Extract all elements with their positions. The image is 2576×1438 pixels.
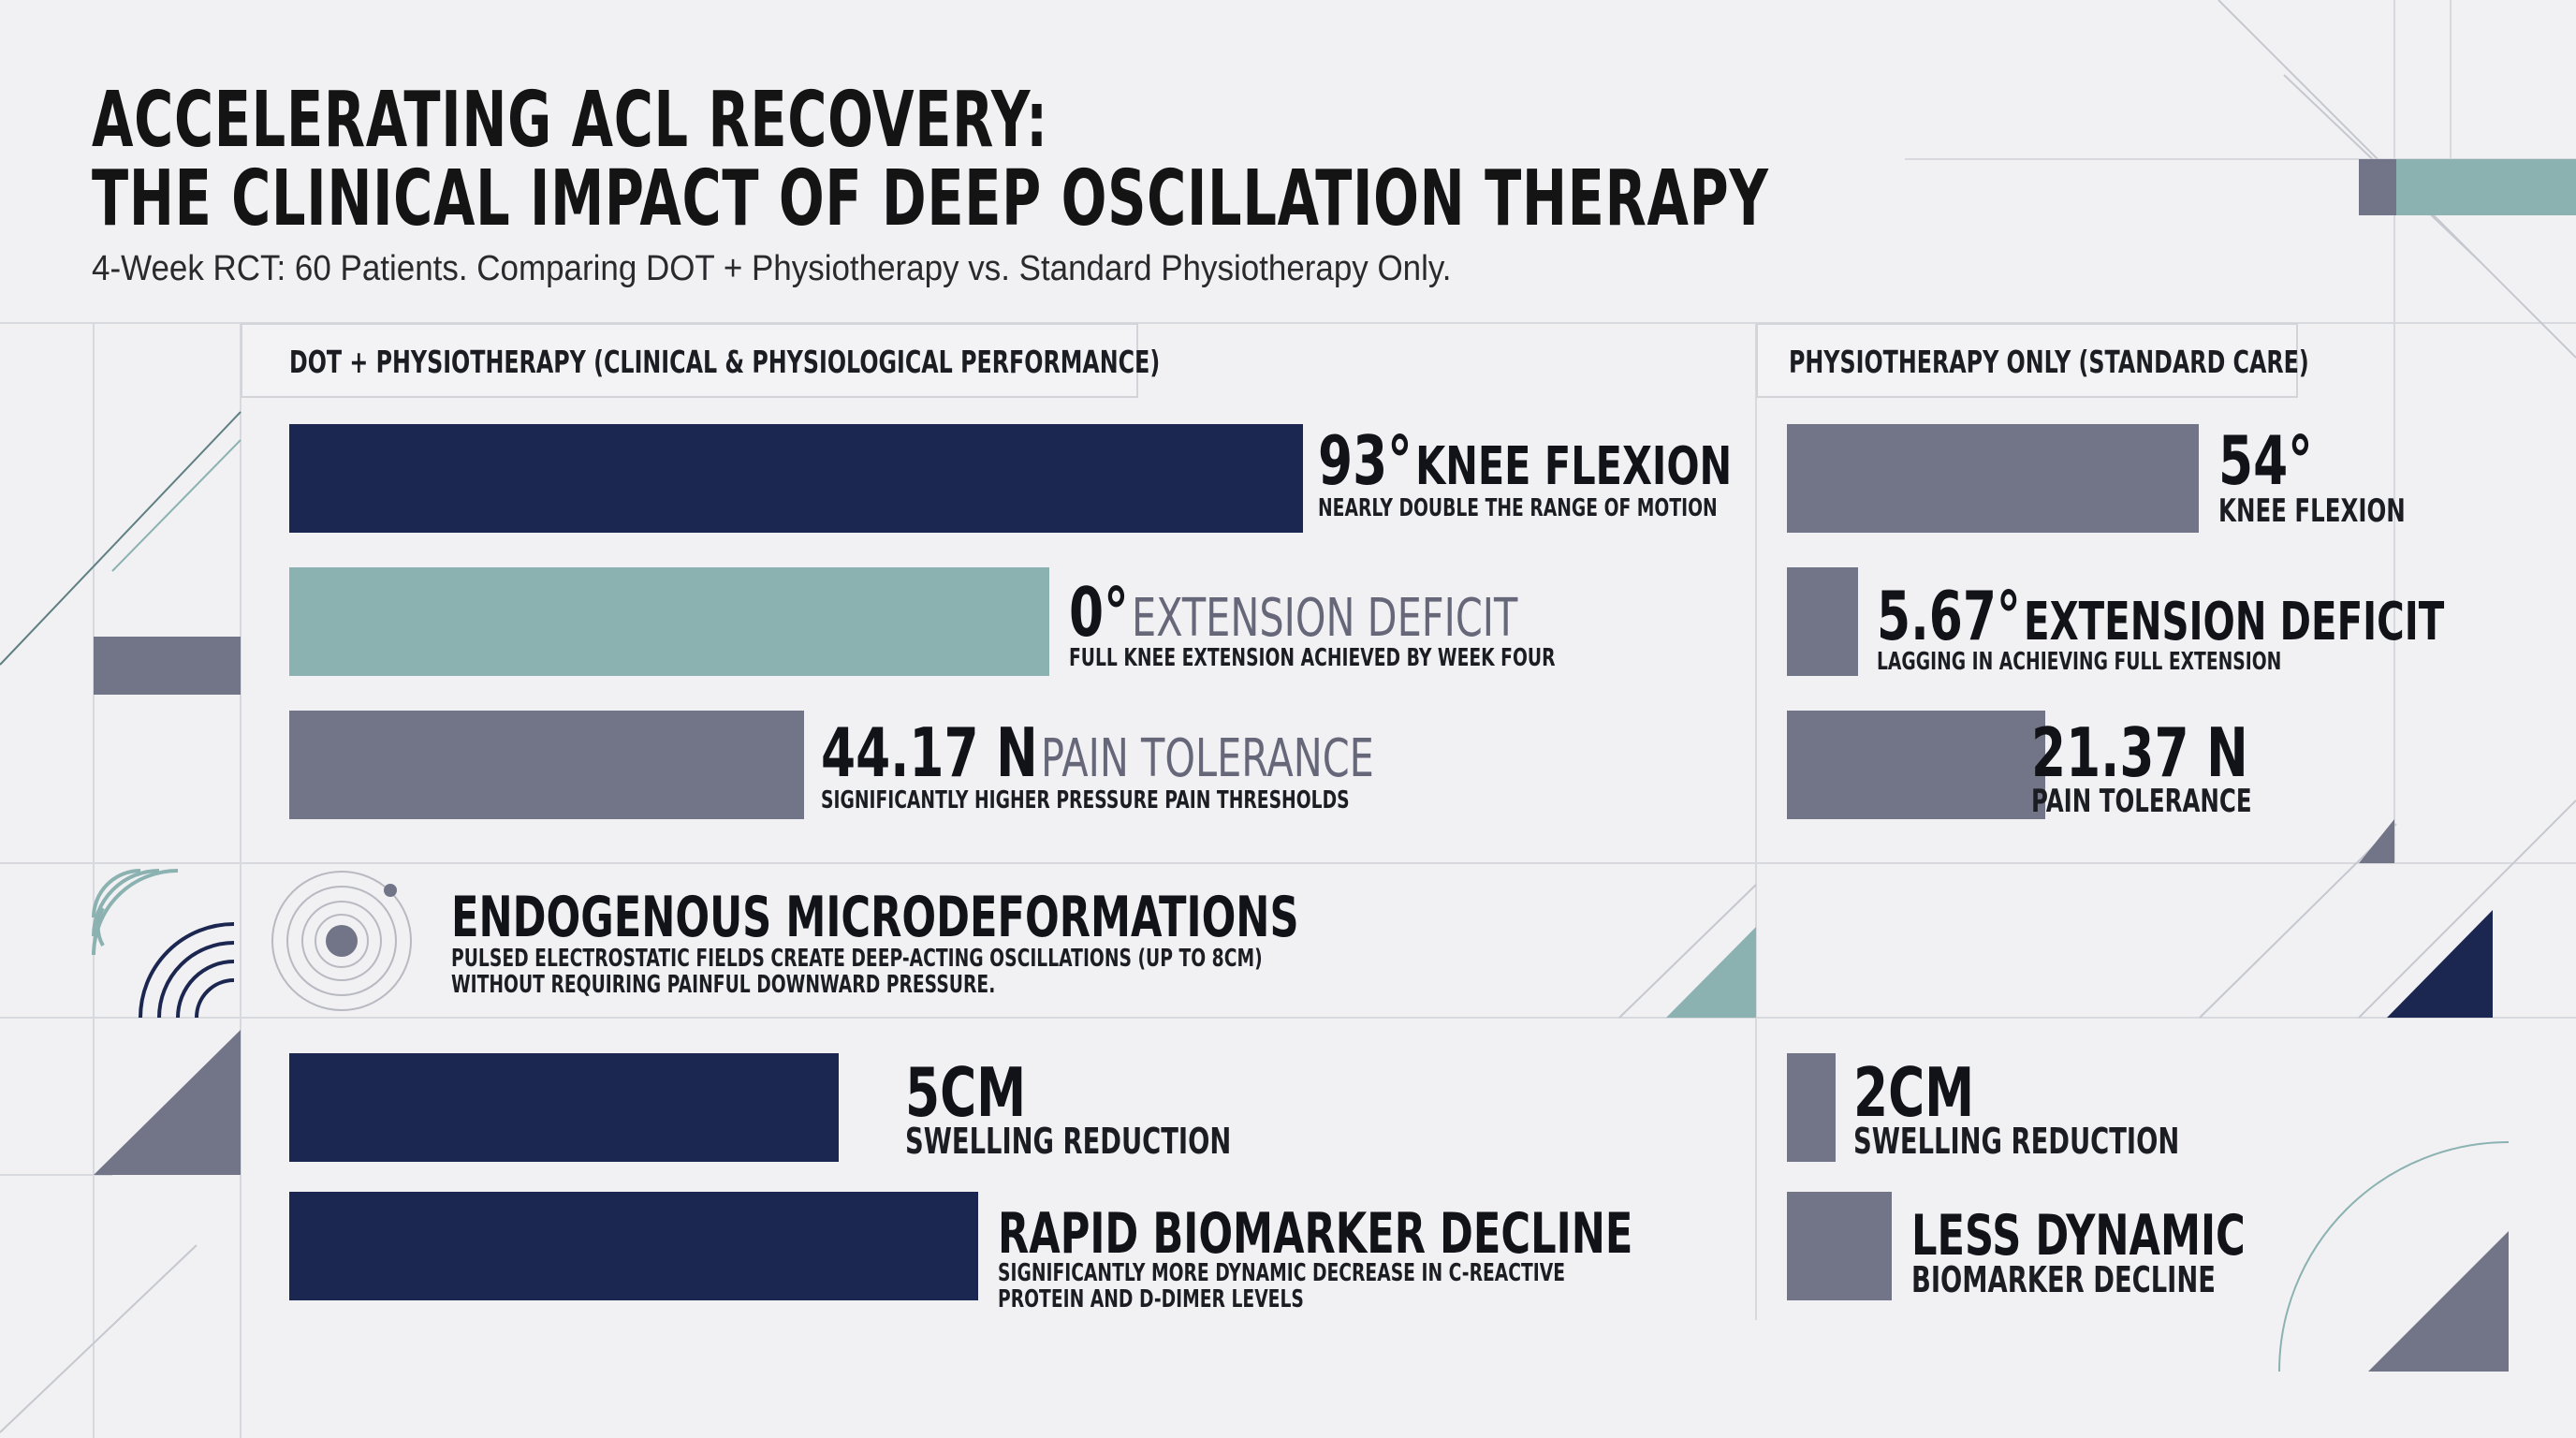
physio-column-header: PHYSIOTHERAPY ONLY (STANDARD CARE): [1756, 323, 2309, 398]
dot-column-label: DOT + PHYSIOTHERAPY (CLINICAL & PHYSIOLO…: [289, 344, 1161, 380]
physio-extension-label: 5.67° EXTENSION DEFICIT LAGGING IN ACHIE…: [1877, 577, 2576, 676]
physio-pain-value: 21.37 N: [2031, 713, 2248, 792]
dot-pain-note: SIGNIFICANTLY HIGHER PRESSURE PAIN THRES…: [821, 786, 1350, 814]
dot-swelling-label: 5CM SWELLING REDUCTION: [905, 1053, 1231, 1162]
mechanism-block: ENDOGENOUS MICRODEFORMATIONS PULSED ELEC…: [451, 885, 1629, 999]
physio-biomarker-label: LESS DYNAMIC BIOMARKER DECLINE: [1911, 1203, 2375, 1300]
physio-extension-value: 5.67°: [1877, 577, 2021, 655]
physio-swelling-name: SWELLING REDUCTION: [1853, 1121, 2180, 1162]
dot-flexion-name: KNEE FLEXION: [1415, 436, 1733, 497]
physio-flexion-name: KNEE FLEXION: [2218, 492, 2406, 530]
bar-dot-swelling: [289, 1053, 839, 1162]
dot-swelling-value: 5CM: [905, 1053, 1027, 1132]
bar-physio-pain-tolerance: [1787, 711, 2045, 819]
dot-extension-note: FULL KNEE EXTENSION ACHIEVED BY WEEK FOU…: [1069, 644, 1556, 672]
dot-pain-value: 44.17 N: [821, 713, 1038, 792]
physio-pain-label: 21.37 N PAIN TOLERANCE: [2031, 713, 2324, 820]
bar-physio-swelling: [1787, 1053, 1836, 1162]
dot-column-header: DOT + PHYSIOTHERAPY (CLINICAL & PHYSIOLO…: [241, 323, 1160, 398]
physio-swelling-value: 2CM: [1853, 1053, 1975, 1132]
page-title-line-2: THE CLINICAL IMPACT OF DEEP OSCILLATION …: [92, 154, 1769, 243]
bar-dot-knee-flexion: [289, 424, 1303, 533]
bar-dot-pain-tolerance: [289, 711, 804, 819]
dot-swelling-name: SWELLING REDUCTION: [905, 1121, 1232, 1162]
dot-biomarker-note-2: PROTEIN AND D-DIMER LEVELS: [998, 1285, 1304, 1313]
physio-biomarker-name: BIOMARKER DECLINE: [1911, 1259, 2216, 1300]
page-subtitle: 4-Week RCT: 60 Patients. Comparing DOT +…: [92, 249, 1452, 288]
bar-dot-extension-deficit: [289, 567, 1049, 676]
dot-extension-value: 0°: [1069, 573, 1129, 652]
mechanism-line-1: PULSED ELECTROSTATIC FIELDS CREATE DEEP-…: [451, 945, 1263, 973]
dot-flexion-value: 93°: [1318, 421, 1412, 500]
physio-biomarker-value: LESS DYNAMIC: [1911, 1203, 2246, 1269]
physio-extension-name: EXTENSION DEFICIT: [2024, 592, 2445, 653]
physio-flexion-value: 54°: [2218, 421, 2313, 500]
physio-extension-note: LAGGING IN ACHIEVING FULL EXTENSION: [1877, 648, 2282, 676]
dot-biomarker-note-1: SIGNIFICANTLY MORE DYNAMIC DECREASE IN C…: [998, 1259, 1566, 1287]
bar-physio-biomarker: [1787, 1192, 1892, 1300]
mechanism-title: ENDOGENOUS MICRODEFORMATIONS: [451, 885, 1299, 950]
dot-extension-name: EXTENSION DEFICIT: [1132, 588, 1518, 649]
physio-pain-name: PAIN TOLERANCE: [2031, 783, 2252, 820]
bar-dot-biomarker: [289, 1192, 978, 1300]
dot-biomarker-label: RAPID BIOMARKER DECLINE SIGNIFICANTLY MO…: [998, 1201, 1880, 1313]
dot-pain-name: PAIN TOLERANCE: [1040, 728, 1374, 789]
page-title-line-1: ACCELERATING ACL RECOVERY:: [92, 76, 1048, 165]
physio-swelling-label: 2CM SWELLING REDUCTION: [1853, 1053, 2179, 1162]
oscillation-icon: [271, 871, 412, 1011]
mechanism-line-2: WITHOUT REQUIRING PAINFUL DOWNWARD PRESS…: [451, 971, 996, 999]
dot-flexion-label: 93° KNEE FLEXION NEARLY DOUBLE THE RANGE…: [1318, 421, 1878, 522]
dot-extension-label: 0° EXTENSION DEFICIT FULL KNEE EXTENSION…: [1069, 573, 1676, 672]
bar-physio-extension-deficit: [1787, 567, 1858, 676]
dot-flexion-note: NEARLY DOUBLE THE RANGE OF MOTION: [1318, 494, 1718, 522]
physio-flexion-label: 54° KNEE FLEXION: [2218, 421, 2406, 530]
physio-column-label: PHYSIOTHERAPY ONLY (STANDARD CARE): [1789, 344, 2309, 380]
dot-pain-label: 44.17 N PAIN TOLERANCE SIGNIFICANTLY HIG…: [821, 713, 1568, 814]
bar-physio-knee-flexion: [1787, 424, 2199, 533]
dot-biomarker-value: RAPID BIOMARKER DECLINE: [998, 1201, 1633, 1267]
